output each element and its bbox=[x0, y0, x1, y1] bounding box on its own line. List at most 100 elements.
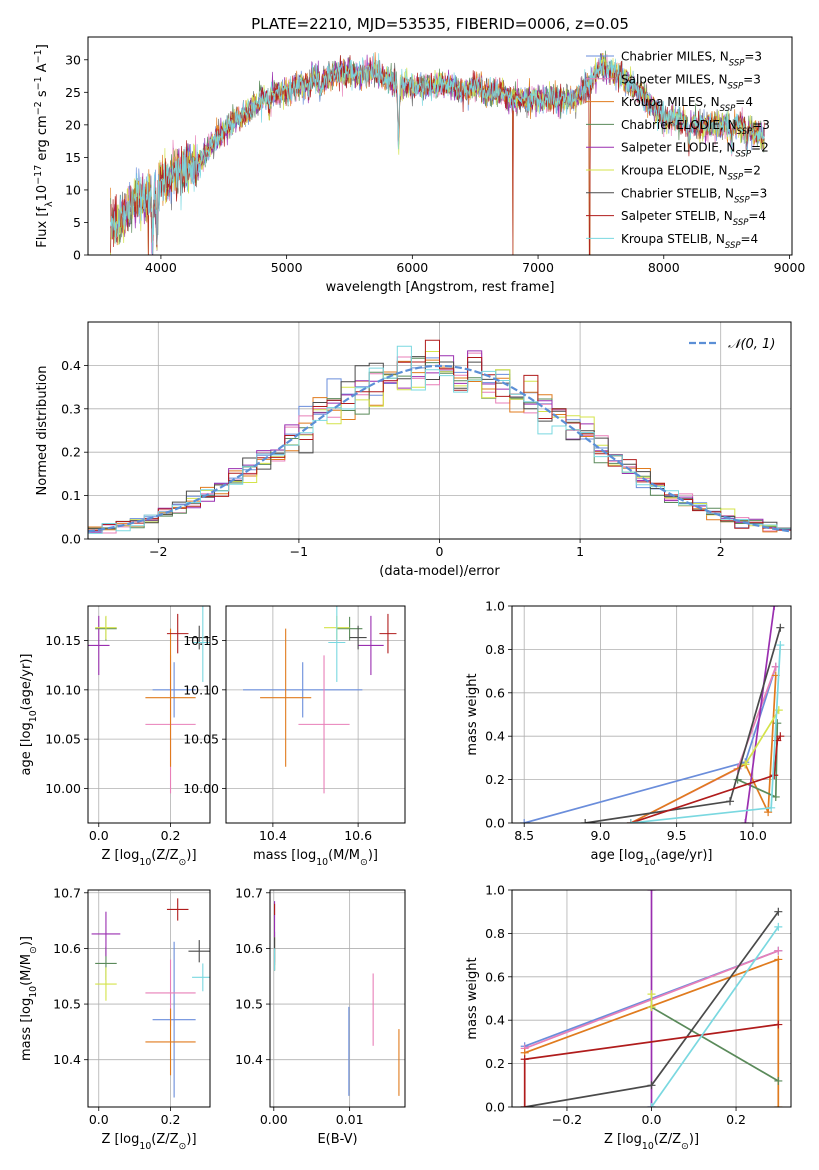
y-tick-label: 15 bbox=[65, 150, 81, 165]
error-point bbox=[145, 628, 196, 767]
y-tick-label: 0.8 bbox=[485, 642, 505, 657]
x-tick-label: 0 bbox=[436, 544, 444, 559]
plot-content bbox=[274, 901, 400, 1096]
x-axis-label: age [log10(age/yr)] bbox=[591, 848, 713, 868]
weight-marker bbox=[647, 990, 656, 999]
x-tick-label: 8.5 bbox=[514, 828, 534, 843]
legend-label: Kroupa STELIB, NSSP=4 bbox=[621, 232, 758, 251]
x-tick-label: 1 bbox=[576, 544, 584, 559]
y-tick-label: 10 bbox=[65, 182, 81, 197]
y-tick-label: 0.6 bbox=[485, 685, 505, 700]
legend-label: Kroupa ELODIE, NSSP=2 bbox=[621, 164, 761, 183]
y-tick-label: 0.4 bbox=[485, 1013, 505, 1028]
y-axis-label: age [log10(age/yr)] bbox=[19, 654, 39, 776]
legend-label: Salpeter MILES, NSSP=3 bbox=[621, 72, 761, 91]
legend-label: Salpeter STELIB, NSSP=4 bbox=[621, 209, 766, 228]
error-point bbox=[349, 625, 367, 650]
y-tick-label: 10.5 bbox=[235, 997, 263, 1012]
error-point bbox=[91, 911, 121, 957]
x-tick-label: 0.0 bbox=[89, 1112, 109, 1127]
legend: Chabrier MILES, NSSP=3 Salpeter MILES, NS… bbox=[586, 50, 770, 251]
plot-content bbox=[243, 606, 397, 794]
error-point bbox=[95, 615, 117, 640]
panel-residuals: −2 −1 0 1 2 0.0 0.1 0.2 0.3 0.4 (data-model)/error… bbox=[35, 321, 792, 579]
weight-marker bbox=[647, 1003, 656, 1012]
weight-line bbox=[651, 1006, 779, 1082]
y-tick-label: 0.0 bbox=[61, 532, 81, 547]
plot-content bbox=[88, 339, 791, 539]
y-tick-label: 10.6 bbox=[53, 941, 81, 956]
x-axis-label: (data-model)/error bbox=[379, 564, 500, 579]
x-tick-label: −2 bbox=[149, 544, 167, 559]
weight-line bbox=[650, 926, 779, 1107]
y-axis-label: Normed distribution bbox=[35, 366, 50, 496]
y-tick-label: 0.2 bbox=[485, 772, 505, 787]
plot-area bbox=[270, 890, 405, 1107]
weight-marker bbox=[776, 732, 785, 741]
error-point bbox=[328, 606, 346, 682]
error-point bbox=[188, 940, 210, 963]
plot-content bbox=[91, 898, 210, 1098]
y-tick-label: 1.0 bbox=[485, 883, 505, 898]
error-point bbox=[145, 1008, 196, 1076]
y-tick-label: 10.00 bbox=[45, 781, 81, 796]
weight-marker bbox=[774, 946, 783, 955]
axes-frame bbox=[269, 889, 406, 1108]
plot-content bbox=[520, 606, 785, 823]
y-tick-label: 0.0 bbox=[485, 816, 505, 831]
weight-marker bbox=[647, 1081, 656, 1090]
axes-frame bbox=[87, 36, 793, 256]
plot-content bbox=[110, 50, 765, 255]
y-tick-label: 0.1 bbox=[61, 488, 81, 503]
y-tick-label: 10.15 bbox=[183, 633, 219, 648]
y-tick-label: 0.6 bbox=[485, 969, 505, 984]
error-point bbox=[298, 655, 350, 794]
weight-marker bbox=[774, 1020, 783, 1029]
x-axis-label: wavelength [Angstrom, rest frame] bbox=[326, 280, 555, 295]
y-tick-label: 30 bbox=[65, 52, 81, 67]
error-point bbox=[166, 898, 189, 921]
error-point bbox=[152, 941, 196, 1098]
x-axis-label: Z [log10(Z/Z⊙)] bbox=[604, 1132, 699, 1152]
y-tick-label: 1.0 bbox=[485, 599, 505, 614]
legend-label: Salpeter ELODIE, NSSP=2 bbox=[621, 141, 769, 160]
y-tick-label: 10.5 bbox=[53, 997, 81, 1012]
weight-marker bbox=[626, 819, 635, 823]
x-tick-label: −0.2 bbox=[552, 1112, 582, 1127]
x-tick-label: 0.0 bbox=[89, 828, 109, 843]
error-point bbox=[358, 615, 384, 676]
y-tick-label: 10.05 bbox=[45, 732, 81, 747]
legend-label: Chabrier STELIB, NSSP=3 bbox=[621, 186, 767, 205]
plot-area bbox=[226, 606, 405, 823]
weight-marker bbox=[726, 797, 735, 806]
plot-area bbox=[88, 890, 210, 1107]
x-tick-label: 9.0 bbox=[590, 828, 610, 843]
x-axis-label: mass [log10(M/M⊙)] bbox=[253, 848, 378, 868]
weight-line bbox=[744, 606, 776, 823]
panel-age_vs_mass: 10.4 10.6 10.00 10.05 10.10 10.15 mass [log10(… bbox=[183, 605, 406, 868]
y-tick-label: 10.10 bbox=[45, 682, 81, 697]
weight-marker bbox=[647, 1103, 656, 1107]
weight-marker bbox=[776, 623, 785, 632]
y-tick-label: 20 bbox=[65, 117, 81, 132]
error-point bbox=[95, 967, 117, 1001]
x-tick-label: 0.01 bbox=[336, 1112, 364, 1127]
error-point bbox=[192, 606, 210, 682]
weight-marker bbox=[774, 922, 783, 931]
y-tick-label: 0.0 bbox=[485, 1100, 505, 1115]
error-point bbox=[188, 625, 210, 650]
x-tick-label: 7000 bbox=[522, 260, 554, 275]
y-tick-label: 0.2 bbox=[485, 1056, 505, 1071]
x-tick-label: 10.0 bbox=[739, 828, 767, 843]
axes-frame bbox=[87, 889, 211, 1108]
x-tick-label: 10.4 bbox=[259, 828, 287, 843]
panel-mass_vs_ebv: 0.00 0.01 10.4 10.5 10.6 10.7 E(B-V) bbox=[235, 885, 406, 1147]
x-tick-label: 9000 bbox=[774, 260, 806, 275]
x-tick-label: 8000 bbox=[648, 260, 680, 275]
x-axis-label: E(B-V) bbox=[317, 1132, 357, 1147]
weight-line bbox=[744, 709, 780, 765]
legend-label: Chabrier ELODIE, NSSP=3 bbox=[621, 118, 770, 137]
y-tick-label: 10.00 bbox=[183, 781, 219, 796]
x-tick-label: 9.5 bbox=[667, 828, 687, 843]
plot-area bbox=[88, 606, 210, 823]
